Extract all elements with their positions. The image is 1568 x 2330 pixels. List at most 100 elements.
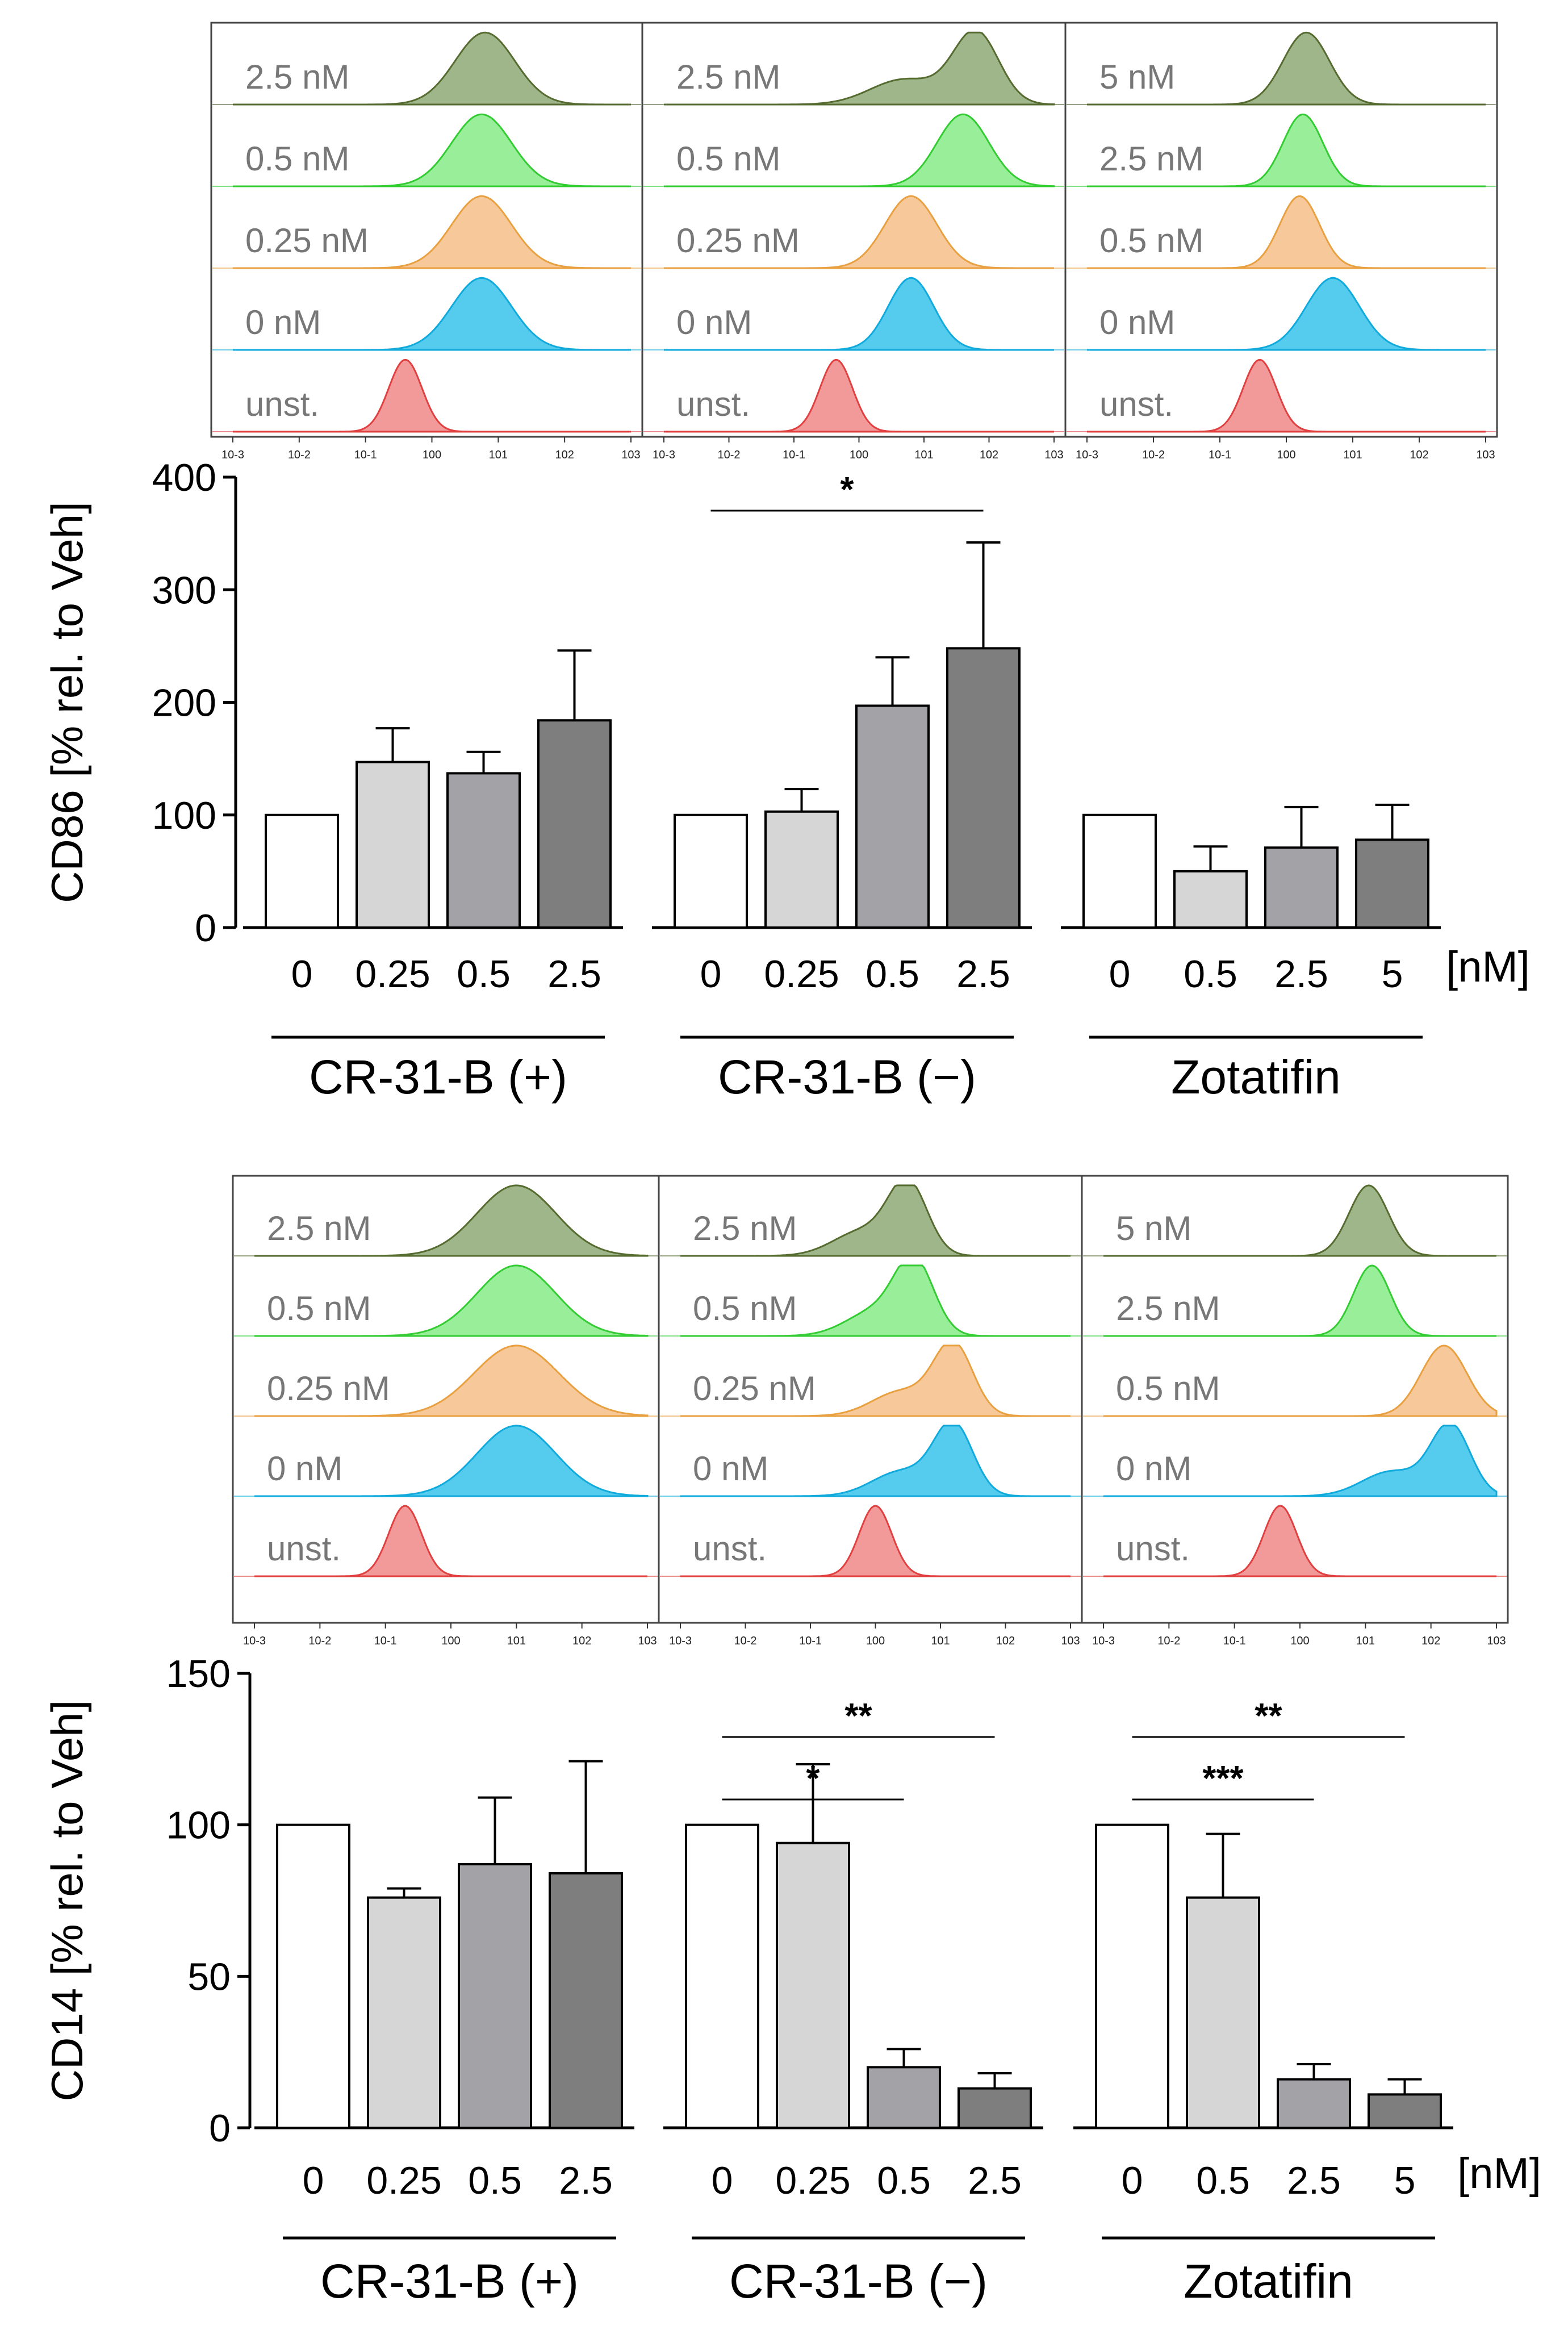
x-category-label: 0 bbox=[291, 953, 313, 996]
histogram-tick-label: 101 bbox=[1356, 1635, 1375, 1647]
bar bbox=[356, 761, 430, 929]
y-axis-label: CD86 [% rel. to Veh] bbox=[42, 502, 92, 903]
histogram-row-label: 0.5 nM bbox=[693, 1289, 797, 1327]
histogram-tick-label: 100 bbox=[1277, 449, 1295, 461]
histogram-row-label: 0.25 nM bbox=[676, 222, 800, 260]
histogram-tick-label: 101 bbox=[931, 1635, 950, 1647]
bar bbox=[957, 2087, 1032, 2129]
x-category-label: 0.5 bbox=[457, 953, 511, 996]
histogram-tick-label: 10-3 bbox=[653, 449, 675, 461]
bar bbox=[549, 1872, 623, 2129]
bar bbox=[458, 1863, 532, 2129]
histogram-panel: 10-3 10-2 10-1 100 101 102 103 5 nM 2.5 nM 0.5 nM… bbox=[1064, 22, 1498, 461]
unit-label: [nM] bbox=[1457, 2149, 1541, 2198]
histogram-tick-label: 10-2 bbox=[734, 1635, 756, 1647]
histogram-row-label: 2.5 nM bbox=[676, 58, 780, 96]
bar bbox=[1082, 813, 1157, 929]
y-tick-label: 300 bbox=[152, 569, 216, 612]
histogram-row-label: unst. bbox=[245, 385, 319, 423]
x-category-label: 0 bbox=[1122, 2159, 1143, 2202]
histogram-tick-label: 10-3 bbox=[221, 449, 244, 461]
histogram-tick-label: 10-3 bbox=[669, 1635, 692, 1647]
histogram-tick-label: 101 bbox=[914, 449, 933, 461]
histogram-frame bbox=[1064, 22, 1498, 438]
histogram-panel: 10-3 10-2 10-1 100 101 102 103 2.5 nM 0.5 nM 0.25… bbox=[641, 22, 1067, 461]
histogram-row-label: 0.5 nM bbox=[676, 140, 780, 178]
histogram-tick-label: 10-3 bbox=[1076, 449, 1098, 461]
y-tick-label: 100 bbox=[166, 1804, 231, 1847]
histogram-row-label: 2.5 nM bbox=[245, 58, 349, 96]
histogram-tick-label: 10-2 bbox=[717, 449, 740, 461]
bar bbox=[685, 1823, 759, 2129]
histogram-tick-label: 100 bbox=[850, 449, 868, 461]
histogram-tick-label: 102 bbox=[980, 449, 998, 461]
bar bbox=[1264, 846, 1339, 929]
x-category-label: 0.25 bbox=[366, 2159, 441, 2202]
histogram-row-label: unst. bbox=[693, 1530, 767, 1568]
group-label: Zotatifin bbox=[1171, 1050, 1341, 1104]
y-tick-label: 0 bbox=[195, 907, 216, 950]
significance-marker: *** bbox=[1202, 1759, 1244, 1798]
significance-marker: * bbox=[806, 1759, 820, 1798]
histogram-tick-label: 10-2 bbox=[308, 1635, 331, 1647]
histogram-tick-label: 102 bbox=[555, 449, 574, 461]
bar bbox=[276, 1823, 350, 2129]
histogram-tick-label: 101 bbox=[1343, 449, 1362, 461]
histogram-row-label: 0.25 nM bbox=[693, 1369, 816, 1408]
x-category-label: 0.25 bbox=[355, 953, 430, 996]
histogram-row-label: 2.5 nM bbox=[1116, 1289, 1220, 1327]
histogram-tick-label: 103 bbox=[1061, 1635, 1080, 1647]
y-tick-label: 100 bbox=[152, 794, 216, 837]
significance-marker: * bbox=[840, 470, 854, 510]
x-category-label: 2.5 bbox=[547, 953, 601, 996]
histogram-tick-label: 102 bbox=[1421, 1635, 1440, 1647]
histogram-row-label: 0 nM bbox=[267, 1450, 342, 1488]
x-category-label: 0.5 bbox=[865, 953, 919, 996]
x-category-label: 2.5 bbox=[1274, 953, 1328, 996]
y-tick-label: 0 bbox=[209, 2107, 231, 2150]
bar bbox=[764, 810, 839, 929]
x-category-label: 2.5 bbox=[559, 2159, 613, 2202]
unit-label: [nM] bbox=[1446, 943, 1530, 991]
y-axis-label: CD14 [% rel. to Veh] bbox=[42, 1700, 92, 2102]
x-category-label: 0.5 bbox=[877, 2159, 931, 2202]
histogram-tick-label: 103 bbox=[1044, 449, 1063, 461]
bar bbox=[1277, 2078, 1351, 2129]
histogram-row-label: 0 nM bbox=[693, 1450, 768, 1488]
histogram-row-label: 2.5 nM bbox=[267, 1209, 371, 1247]
x-category-label: 2.5 bbox=[968, 2159, 1022, 2202]
group-label: Zotatifin bbox=[1184, 2254, 1353, 2308]
histogram-row-label: 2.5 nM bbox=[693, 1209, 797, 1247]
histogram-row-label: 0 nM bbox=[1116, 1450, 1191, 1488]
histogram-row-label: 5 nM bbox=[1099, 58, 1175, 96]
y-tick-label: 400 bbox=[152, 456, 216, 499]
group-label: CR-31-B (−) bbox=[718, 1050, 976, 1104]
histogram-tick-label: 10-1 bbox=[783, 449, 805, 461]
significance-marker: ** bbox=[1255, 1697, 1282, 1736]
bar bbox=[367, 1896, 441, 2129]
x-category-label: 0.5 bbox=[1184, 953, 1237, 996]
histogram-row-label: 0.5 nM bbox=[1116, 1369, 1220, 1408]
x-category-label: 5 bbox=[1394, 2159, 1416, 2202]
bar bbox=[1368, 2093, 1442, 2129]
x-category-label: 2.5 bbox=[956, 953, 1010, 996]
x-category-label: 0.5 bbox=[1196, 2159, 1250, 2202]
histogram-tick-label: 10-1 bbox=[799, 1635, 822, 1647]
histogram-row-label: unst. bbox=[267, 1530, 341, 1568]
bar bbox=[674, 813, 748, 929]
histogram-tick-label: 102 bbox=[996, 1635, 1015, 1647]
x-category-label: 0.5 bbox=[468, 2159, 522, 2202]
significance-marker: ** bbox=[844, 1697, 872, 1736]
histogram-row-label: 0 nM bbox=[1099, 303, 1175, 341]
histogram-row-label: 0 nM bbox=[245, 303, 321, 341]
bar bbox=[1355, 838, 1429, 929]
bar bbox=[265, 813, 339, 929]
histogram-tick-label: 102 bbox=[572, 1635, 591, 1647]
bar bbox=[776, 1842, 850, 2129]
histogram-panel: 10-3 10-2 10-1 100 101 102 103 2.5 nM 0.5 nM 0.25… bbox=[210, 22, 643, 461]
histogram-tick-label: 103 bbox=[621, 449, 640, 461]
histogram-tick-label: 10-3 bbox=[243, 1635, 266, 1647]
histogram-row-label: 0.25 nM bbox=[267, 1369, 390, 1408]
y-tick-label: 50 bbox=[187, 1955, 231, 1998]
bar bbox=[855, 704, 930, 929]
